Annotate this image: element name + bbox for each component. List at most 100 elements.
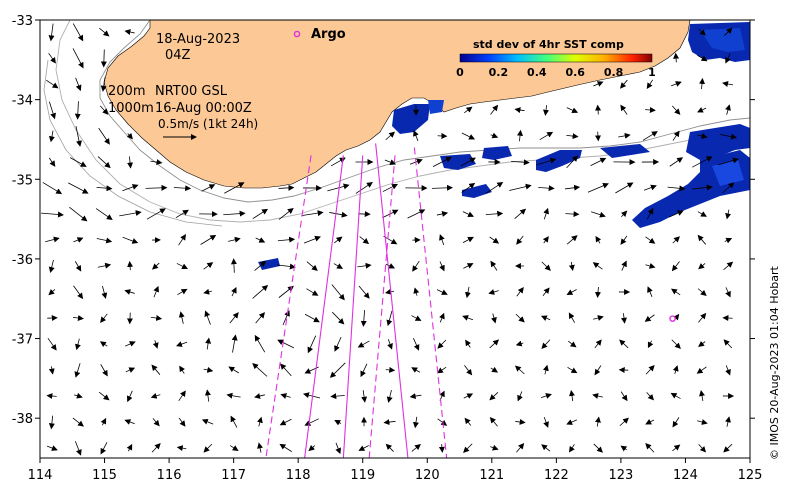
current-arrow [304, 418, 319, 426]
current-arrow [176, 341, 188, 347]
current-arrow [671, 81, 682, 87]
current-arrow [542, 287, 550, 297]
depth-1000-label: 1000m [108, 101, 154, 116]
current-arrow [333, 263, 344, 269]
current-arrow [257, 442, 263, 453]
current-arrow [385, 131, 396, 141]
current-arrow [673, 52, 680, 63]
current-arrow [205, 337, 212, 350]
current-arrow [595, 286, 601, 299]
current-arrow [514, 365, 525, 375]
current-arrow [724, 237, 733, 244]
current-arrow [98, 391, 110, 401]
current-arrow [593, 443, 603, 453]
current-arrow [48, 289, 56, 296]
current-arrow [304, 313, 320, 323]
lon-tick-label: 116 [157, 468, 182, 483]
current-arrow [461, 132, 476, 140]
current-arrow [566, 155, 579, 169]
current-arrow [566, 133, 579, 140]
current-arrow [204, 310, 211, 325]
current-arrow [723, 443, 733, 453]
satellite-track-dashed [368, 155, 396, 458]
current-arrow [385, 288, 395, 295]
current-arrow [48, 23, 55, 42]
current-arrow [47, 337, 57, 351]
current-arrow [437, 418, 448, 426]
satellite-tracks [265, 143, 448, 458]
current-arrow [644, 314, 655, 322]
current-arrow [672, 444, 681, 452]
current-arrow [699, 77, 705, 90]
current-arrow [72, 23, 84, 42]
current-arrow [509, 183, 532, 191]
current-arrow [176, 445, 187, 452]
ref-date-label: 16-Aug 00:00Z [155, 101, 252, 116]
current-arrow [230, 415, 238, 428]
current-arrow [464, 365, 473, 376]
current-arrow [335, 442, 341, 455]
current-arrow [175, 209, 189, 219]
current-arrow [697, 211, 707, 217]
current-arrow [278, 184, 295, 191]
current-arrow [178, 417, 186, 427]
current-arrow [332, 311, 345, 325]
current-arrow [179, 365, 185, 374]
current-arrow [125, 367, 136, 373]
current-arrow [173, 185, 192, 192]
current-arrow [719, 133, 738, 140]
current-arrow [620, 210, 628, 218]
current-arrow [127, 260, 134, 271]
current-arrow [699, 390, 705, 402]
current-arrow [620, 79, 628, 89]
current-arrow [645, 263, 656, 269]
lon-tick-label: 114 [28, 468, 53, 483]
current-arrow [645, 365, 655, 375]
current-arrow [645, 236, 656, 244]
current-arrow [229, 445, 239, 451]
current-arrow [517, 391, 523, 402]
current-arrow [48, 157, 56, 167]
sst-patches [258, 22, 750, 270]
current-arrow [48, 259, 55, 274]
current-arrow [566, 107, 579, 114]
current-arrow [308, 444, 316, 452]
current-arrow [431, 184, 454, 191]
current-arrow [100, 313, 108, 323]
current-arrow [696, 366, 707, 374]
current-arrow [360, 310, 367, 327]
current-arrow [42, 182, 63, 195]
current-arrow [254, 393, 266, 399]
current-arrow [303, 235, 321, 244]
product-label: NRT00 GSL [155, 84, 228, 99]
current-arrow [383, 419, 396, 426]
current-arrow [68, 182, 89, 194]
current-arrow [96, 237, 113, 244]
current-arrow [357, 262, 372, 269]
current-arrow [203, 288, 212, 295]
current-arrow [124, 419, 135, 425]
current-arrow [226, 392, 241, 399]
current-arrow [437, 339, 447, 349]
map-hour: 04Z [165, 48, 191, 63]
current-arrow [228, 236, 241, 243]
current-arrow [461, 182, 476, 193]
current-arrow [646, 392, 655, 401]
current-arrow [252, 362, 268, 377]
argo-floats [669, 315, 676, 322]
current-arrow [100, 417, 107, 426]
lon-tick-label: 124 [673, 468, 698, 483]
current-arrow [358, 445, 369, 451]
current-arrow [590, 157, 607, 166]
depth-200-label: 200m [108, 84, 145, 99]
current-arrow [645, 443, 655, 453]
current-arrow [490, 366, 499, 373]
colorbar-title: std dev of 4hr SST comp [473, 38, 624, 51]
current-arrow [490, 260, 498, 271]
current-arrow [462, 236, 474, 243]
current-arrow [568, 312, 576, 323]
current-arrow [698, 263, 706, 270]
current-arrow [359, 236, 370, 245]
current-arrow [462, 211, 475, 217]
current-arrow [126, 132, 133, 140]
